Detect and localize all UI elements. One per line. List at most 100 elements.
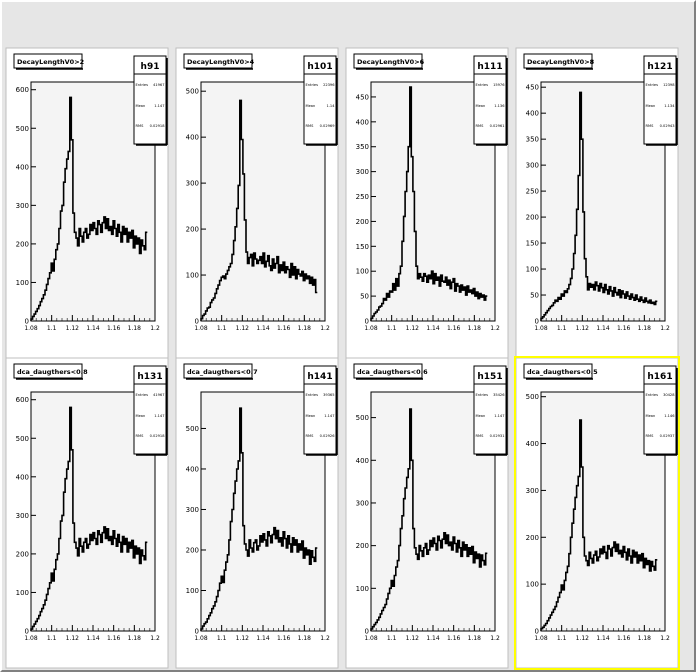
stat-label: Mean (476, 104, 486, 108)
stat-label: Entries (476, 83, 489, 87)
histogram-line (200, 99, 318, 321)
y-tick-label: 450 (526, 84, 539, 92)
y-tick-label: 200 (356, 542, 369, 550)
stat-value: 22396 (323, 83, 335, 87)
y-tick-label: 300 (186, 506, 199, 514)
stat-label: RMS (306, 434, 315, 438)
y-tick-label: 350 (356, 143, 369, 151)
stats-box (473, 55, 507, 145)
x-tick-label: 1.2 (490, 635, 500, 642)
stat-value: 0.02943 (660, 124, 675, 128)
x-tick-label: 1.14 (426, 325, 440, 332)
x-tick-label: 1.1 (387, 635, 397, 642)
stats-box (473, 365, 507, 455)
title-box (523, 53, 593, 69)
x-tick-label: 1.14 (256, 325, 270, 332)
x-tick-label: 1.12 (576, 635, 590, 642)
title-box (13, 363, 83, 379)
x-tick-label: 1.2 (150, 325, 160, 332)
x-tick-label: 1.12 (66, 635, 80, 642)
y-tick-label: 400 (16, 473, 29, 481)
stat-value: 0.02937 (660, 434, 675, 438)
stat-value: 0.02931 (490, 434, 505, 438)
y-tick-label: 250 (356, 193, 369, 201)
histogram-name: h141 (307, 372, 332, 382)
stat-value: 0.02918 (150, 124, 166, 128)
stat-label: RMS (476, 434, 485, 438)
stat-label: RMS (476, 124, 485, 128)
x-tick-label: 1.18 (638, 635, 652, 642)
stat-label: Entries (136, 393, 149, 397)
y-tick-label: 0 (365, 628, 369, 636)
stat-value: 1.147 (154, 104, 164, 108)
y-tick-label: 300 (356, 168, 369, 176)
y-tick-label: 100 (16, 589, 29, 597)
stat-value: 1.147 (324, 414, 334, 418)
stats-box (303, 55, 337, 145)
x-tick-label: 1.12 (406, 325, 420, 332)
y-tick-label: 500 (16, 125, 29, 133)
y-tick-label: 150 (526, 240, 539, 248)
x-tick-label: 1.12 (236, 325, 250, 332)
stat-value: 1.147 (494, 414, 504, 418)
y-tick-label: 100 (526, 581, 539, 589)
y-tick-label: 500 (186, 425, 199, 433)
stat-label: Entries (136, 83, 149, 87)
histogram-name: h161 (647, 372, 672, 382)
y-tick-label: 0 (25, 318, 29, 326)
x-tick-label: 1.14 (86, 635, 100, 642)
stat-value: 0.02969 (320, 124, 336, 128)
y-tick-label: 300 (16, 202, 29, 210)
stat-value: 1.146 (664, 414, 675, 418)
stat-label: Entries (306, 83, 319, 87)
x-tick-label: 1.14 (426, 635, 440, 642)
histogram-line (370, 408, 488, 631)
x-tick-label: 1.14 (256, 635, 270, 642)
x-tick-label: 1.08 (364, 325, 378, 332)
histogram-line (30, 406, 148, 631)
x-tick-label: 1.18 (128, 325, 142, 332)
x-tick-label: 1.2 (660, 635, 670, 642)
stat-value: 1.134 (664, 104, 675, 108)
y-tick-label: 400 (16, 163, 29, 171)
x-tick-label: 1.12 (236, 635, 250, 642)
y-tick-label: 0 (195, 318, 199, 326)
x-tick-label: 1.16 (617, 325, 631, 332)
stat-value: 1.136 (494, 104, 505, 108)
histogram-line (30, 96, 148, 321)
x-tick-label: 1.16 (447, 635, 461, 642)
histogram-pad-h151: 1.08 1.1 1.12 1.14 1.16 1.18 1.2 0 100 200 300 400 5… (345, 357, 509, 669)
x-tick-label: 1.16 (277, 635, 291, 642)
histogram-pad-h141: 1.08 1.1 1.12 1.14 1.16 1.18 1.2 0 100 200 300 400 5… (175, 357, 339, 669)
histogram-line (200, 407, 318, 631)
y-tick-label: 300 (526, 487, 539, 495)
y-tick-label: 500 (356, 414, 369, 422)
y-tick-label: 500 (526, 393, 539, 401)
y-tick-label: 500 (16, 435, 29, 443)
x-tick-label: 1.1 (47, 635, 57, 642)
stats-box (643, 365, 677, 455)
x-tick-label: 1.12 (576, 325, 590, 332)
stat-label: RMS (646, 434, 655, 438)
stat-value: 41967 (153, 83, 164, 87)
x-tick-label: 1.1 (557, 325, 567, 332)
y-tick-label: 200 (16, 550, 29, 558)
x-tick-label: 1.2 (490, 325, 500, 332)
y-tick-label: 300 (526, 162, 539, 170)
x-tick-label: 1.16 (107, 635, 121, 642)
y-tick-label: 50 (360, 293, 369, 301)
y-tick-label: 450 (356, 93, 369, 101)
stat-label: Mean (136, 104, 146, 108)
y-tick-label: 200 (186, 546, 199, 554)
y-tick-label: 0 (535, 628, 539, 636)
title-box (183, 53, 253, 69)
histogram-line (540, 91, 658, 321)
x-tick-label: 1.18 (638, 325, 652, 332)
stat-value: 1.147 (154, 414, 164, 418)
stats-box (133, 365, 167, 455)
stat-label: Mean (646, 414, 656, 418)
y-tick-label: 300 (16, 512, 29, 520)
histogram-pad-h91: 1.08 1.1 1.12 1.14 1.16 1.18 1.2 0 100 200 300 400 5… (5, 47, 169, 359)
y-tick-label: 400 (186, 134, 199, 142)
